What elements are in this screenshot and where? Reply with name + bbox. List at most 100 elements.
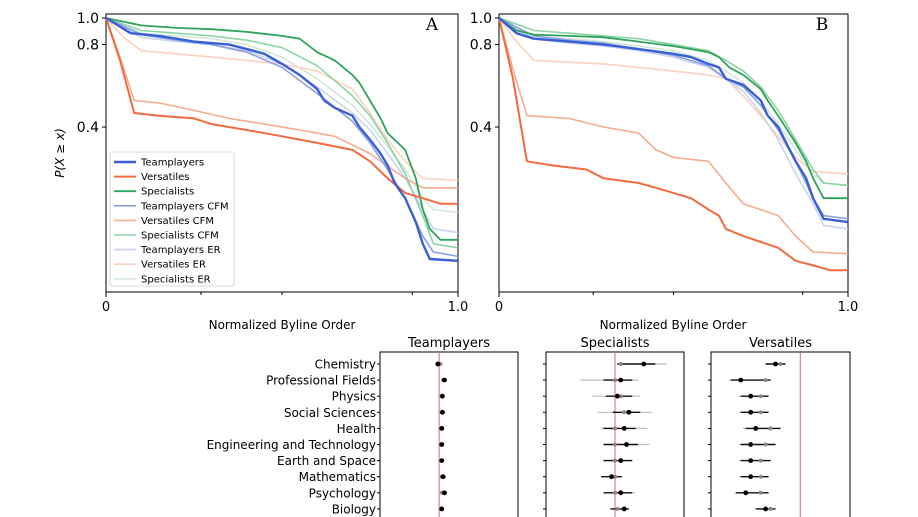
forest-point-secondary (758, 490, 763, 495)
panel-a-axes: 1.0 0.8 0.4 0 1.0 (77, 11, 469, 315)
forest-point (621, 426, 627, 431)
forest-point (624, 442, 629, 447)
forest-panel-title: Teamplayers (407, 336, 490, 351)
legend-entry: Specialists CFM (141, 231, 219, 242)
forest-plots: Chemistry Professional Fields Physics Socia… (207, 336, 851, 517)
forest-point-secondary (758, 458, 763, 463)
forest-category-label: Professional Fields (266, 374, 376, 388)
forest-point-secondary (615, 506, 620, 511)
forest-point-secondary (613, 490, 617, 495)
forest-point (435, 361, 441, 367)
panel-b-lines (498, 17, 849, 272)
legend-items: Teamplayers Versatiles Specialists Teamplay… (114, 158, 229, 285)
forest-panel-versatiles: Versatiles (708, 336, 851, 517)
forest-category-label: Psychology (309, 486, 376, 500)
panel-a-ylabel: P(X ≥ x) (53, 128, 67, 178)
forest-point (773, 361, 778, 367)
panel-b-xlabel: Normalized Byline Order (600, 318, 747, 332)
forest-category-label: Health (337, 422, 376, 436)
panel-b: 1.0 0.8 0.4 0 1.0 B Normalized Byline Order (470, 11, 859, 332)
forest-point-secondary (622, 410, 627, 415)
forest-point (618, 377, 624, 383)
forest-point (641, 361, 647, 367)
panel-b-axes: 1.0 0.8 0.4 0 1.0 (470, 11, 859, 315)
panel-a-ytick-label: 1.0 (77, 11, 99, 27)
forest-point (618, 490, 624, 496)
forest-point (753, 426, 759, 431)
panel-b-xtick-label: 1.0 (838, 300, 859, 315)
forest-point (621, 506, 627, 512)
forest-point-secondary (613, 458, 617, 463)
legend-entry: Specialists ER (141, 274, 211, 285)
legend-frame (109, 151, 235, 287)
panel-b-ytick-label: 0.4 (470, 120, 492, 136)
forest-point-secondary (613, 442, 617, 447)
forest-category-label: Mathematics (299, 470, 376, 484)
panel-b-ytick-label: 0.8 (470, 38, 492, 54)
forest-panel-frame (379, 351, 519, 517)
legend-entry: Teamplayers ER (140, 245, 221, 256)
forest-category-label: Chemistry (315, 358, 376, 372)
legend-entry: Versatiles ER (141, 260, 206, 271)
panel-a-ytick-label: 0.8 (77, 38, 99, 54)
forest-point-secondary (768, 506, 773, 511)
forest-point-secondary (613, 378, 617, 383)
forest-point (439, 442, 445, 447)
panel-b-ytick-label: 1.0 (470, 11, 492, 27)
panel-b-series-teamplayers (498, 17, 849, 224)
forest-panels: Teamplayers Specialists Versatiles (377, 336, 851, 517)
forest-point (748, 442, 754, 447)
panel-a-series-versatiles-cfm (105, 17, 458, 189)
forest-point (614, 393, 620, 399)
panel-b-series-versatiles-cfm (498, 17, 849, 255)
forest-point (609, 474, 614, 480)
panel-a-series-teamplayers-er (105, 17, 459, 234)
forest-point (442, 490, 447, 496)
panel-a-series-specialists-cfm (105, 17, 459, 249)
forest-point-secondary (618, 394, 623, 399)
panel-a-series-versatiles-er (105, 17, 459, 182)
forest-point-secondary (778, 362, 783, 366)
forest-category-label: Physics (332, 390, 376, 404)
panel-a-series-versatiles (105, 17, 458, 205)
legend-entry: Teamplayers (140, 158, 204, 169)
panel-a-lines (105, 16, 459, 262)
forest-point (439, 426, 445, 431)
forest-point (626, 409, 632, 415)
panel-a-xlabel: Normalized Byline Order (209, 318, 356, 332)
forest-point (738, 377, 744, 383)
panel-a-xtick-label: 1.0 (448, 300, 469, 315)
panel-a-label: A (425, 15, 439, 35)
forest-panel-title: Specialists (580, 336, 649, 351)
forest-point (748, 474, 754, 480)
forest-point (618, 458, 624, 463)
panel-a: 1.00.80.40 1.0 A Normalized Byline Order … (53, 11, 468, 332)
forest-point-secondary (758, 474, 763, 479)
panel-b-xtick-label: 0 (495, 300, 503, 315)
forest-point (743, 490, 749, 496)
forest-point-secondary (613, 426, 617, 431)
forest-panel-frame (710, 351, 851, 517)
forest-point (440, 409, 445, 415)
legend: Teamplayers Versatiles Specialists Teamplay… (109, 151, 235, 287)
forest-point-secondary (618, 362, 623, 366)
forest-point-secondary (768, 426, 773, 431)
panel-b-label: B (816, 15, 829, 35)
panel-a-series-specialists (105, 17, 458, 241)
forest-point-secondary (758, 410, 763, 415)
legend-entry: Teamplayers CFM (140, 201, 229, 212)
forest-panel-specialists: Specialists (543, 336, 685, 517)
panel-a-xtick-label: 0 (102, 300, 110, 315)
forest-point (440, 474, 446, 480)
panel-a-ytick-label: 0.4 (77, 120, 99, 136)
forest-point-secondary (763, 378, 768, 383)
forest-category-label: Biology (332, 502, 376, 516)
forest-point (439, 506, 445, 512)
forest-category-label: Social Sciences (284, 406, 376, 420)
forest-point (763, 506, 769, 512)
forest-point (748, 409, 754, 415)
forest-category-label: Engineering and Technology (207, 438, 376, 452)
forest-category-labels: Chemistry Professional Fields Physics Socia… (207, 358, 376, 517)
forest-point (440, 393, 445, 399)
